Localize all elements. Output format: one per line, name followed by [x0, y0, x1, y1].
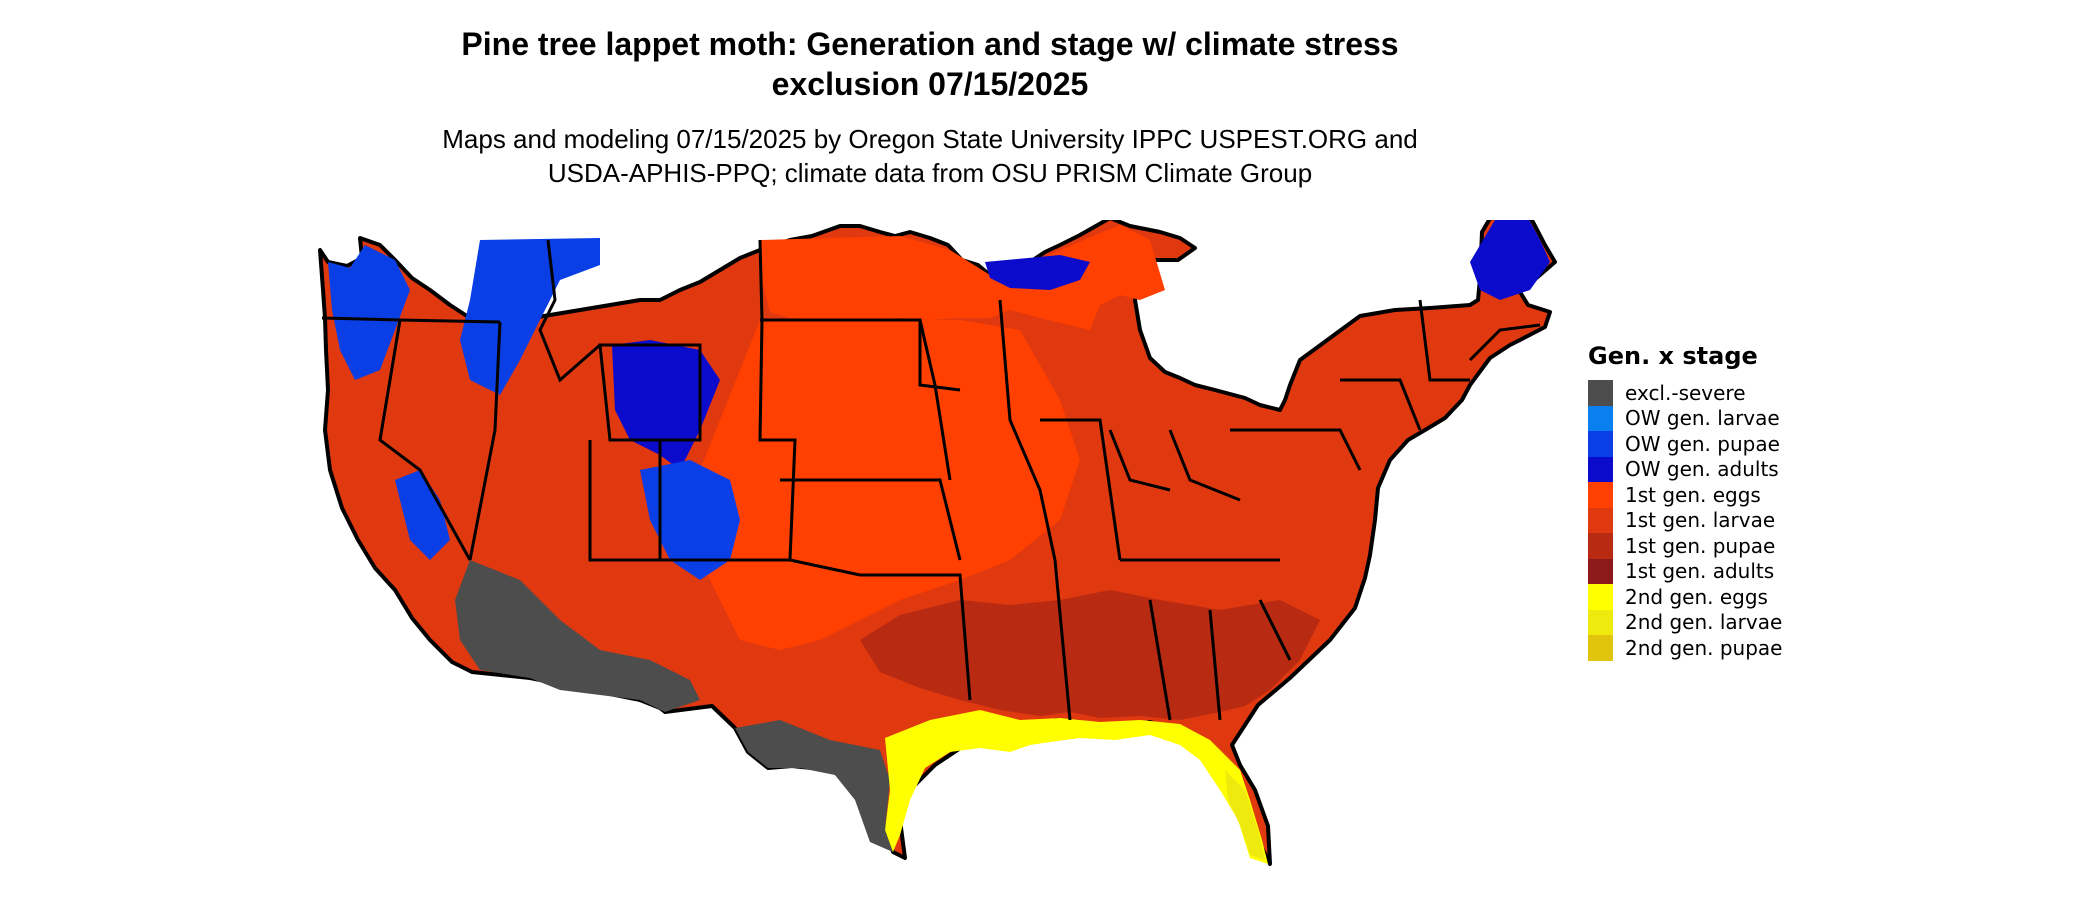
region-2nd-gen-gulf	[885, 710, 1268, 864]
map-subtitle: Maps and modeling 07/15/2025 by Oregon S…	[0, 122, 1860, 190]
region-excl-severe-tx	[735, 720, 893, 852]
legend-swatch	[1588, 405, 1613, 431]
legend-items: excl.-severe OW gen. larvae OW gen. pupae O…	[1588, 380, 1782, 661]
legend-swatch	[1588, 558, 1613, 584]
region-2nd-gen-larvae-fl	[1225, 770, 1265, 860]
region-ow-gen-sierra	[395, 470, 450, 560]
legend: Gen. x stage excl.-severe OW gen. larvae O…	[1588, 342, 1782, 661]
region-1st-gen-eggs-plains	[690, 320, 1080, 650]
legend-swatch	[1588, 456, 1613, 482]
legend-swatch	[1588, 482, 1613, 508]
legend-swatch	[1588, 635, 1613, 661]
map-title-line1: Pine tree lappet moth: Generation and st…	[461, 26, 1399, 62]
region-ow-gen-nw	[328, 245, 410, 380]
legend-label: OW gen. larvae	[1625, 406, 1780, 431]
legend-swatch	[1588, 533, 1613, 559]
legend-item: 1st gen. pupae	[1588, 533, 1782, 559]
region-1st-gen-pupae-south	[860, 590, 1320, 720]
map-subtitle-line2: USDA-APHIS-PPQ; climate data from OSU PR…	[547, 158, 1313, 188]
legend-item: OW gen. adults	[1588, 456, 1782, 482]
legend-swatch	[1588, 609, 1613, 635]
region-ow-gen-colorado	[640, 460, 740, 580]
legend-item: OW gen. larvae	[1588, 405, 1782, 431]
legend-swatch	[1588, 431, 1613, 457]
legend-label: 1st gen. pupae	[1625, 533, 1776, 558]
region-excl-severe-sw	[455, 560, 700, 712]
map-subtitle-line1: Maps and modeling 07/15/2025 by Oregon S…	[442, 124, 1418, 154]
legend-label: OW gen. pupae	[1625, 431, 1780, 456]
legend-swatch	[1588, 507, 1613, 533]
legend-item: 2nd gen. larvae	[1588, 609, 1783, 635]
legend-swatch	[1588, 380, 1613, 406]
legend-item: 1st gen. eggs	[1588, 482, 1782, 508]
legend-label: 1st gen. eggs	[1625, 482, 1761, 507]
legend-label: 2nd gen. pupae	[1625, 635, 1783, 660]
legend-item: 2nd gen. eggs	[1588, 584, 1782, 610]
region-ow-gen-idaho	[460, 238, 600, 395]
legend-item: 1st gen. larvae	[1588, 507, 1782, 533]
us-map	[318, 220, 1557, 866]
legend-label: 2nd gen. larvae	[1625, 610, 1783, 635]
legend-item: 1st gen. adults	[1588, 558, 1782, 584]
legend-item: excl.-severe	[1588, 380, 1782, 406]
state-boundaries	[321, 239, 1541, 721]
map-title-line2: exclusion 07/15/2025	[771, 66, 1089, 102]
legend-label: 2nd gen. eggs	[1625, 584, 1768, 609]
region-ow-gen-michigan	[985, 255, 1090, 290]
legend-label: 1st gen. adults	[1625, 559, 1775, 584]
legend-label: excl.-severe	[1625, 380, 1746, 405]
legend-item: OW gen. pupae	[1588, 431, 1782, 457]
legend-label: 1st gen. larvae	[1625, 508, 1776, 533]
region-1st-gen-eggs-north	[760, 225, 1165, 330]
region-ow-gen-wyoming	[612, 340, 720, 470]
legend-item: 2nd gen. pupae	[1588, 635, 1782, 661]
legend-title: Gen. x stage	[1588, 342, 1758, 370]
map-title: Pine tree lappet moth: Generation and st…	[0, 24, 1860, 104]
legend-swatch	[1588, 584, 1613, 610]
region-ow-gen-maine	[1470, 220, 1550, 300]
legend-label: OW gen. adults	[1625, 457, 1779, 482]
